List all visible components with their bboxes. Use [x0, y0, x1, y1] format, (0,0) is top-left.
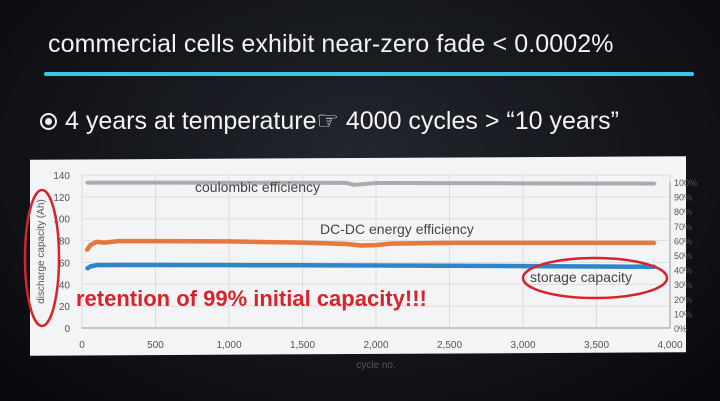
data-point [374, 264, 378, 267]
data-point [521, 182, 525, 185]
series-line-DC-DC-energy-efficiency [84, 238, 656, 252]
y2-tick-label: 30% [674, 280, 692, 290]
data-point [654, 241, 657, 245]
x-tick-label: 2,000 [363, 340, 388, 351]
x-tick-label: 2,500 [437, 340, 462, 351]
x-tick-label: 1,500 [290, 340, 315, 351]
data-point [85, 267, 88, 271]
y-tick-label: 60 [59, 258, 71, 269]
data-point [227, 263, 231, 267]
data-point [448, 181, 451, 185]
highlight-circle [521, 256, 669, 300]
data-point [595, 182, 598, 185]
data-point [301, 241, 304, 244]
data-point [374, 243, 378, 247]
x-axis-label: cycle no. [356, 360, 395, 371]
data-point [521, 264, 525, 268]
y2-tick-label: 80% [674, 207, 692, 217]
data-point [89, 265, 93, 268]
data-point [95, 263, 98, 267]
y-tick-label: 80 [59, 237, 71, 248]
x-tick-label: 3,500 [584, 340, 609, 351]
bullet-icon [40, 112, 57, 130]
series-label: DC-DC energy efficiency [320, 221, 474, 237]
data-point [117, 263, 120, 267]
bullet-item: 4 years at temperature☞ 4000 cycles > “1… [40, 106, 619, 136]
slide-title: commercial cells exhibit near-zero fade … [48, 30, 614, 58]
x-tick-label: 4,000 [657, 340, 682, 351]
data-point [301, 264, 304, 267]
y-tick-label: 20 [59, 302, 71, 313]
data-point [345, 181, 348, 185]
data-point [117, 181, 120, 184]
data-point [595, 241, 598, 245]
data-point [352, 183, 356, 187]
series-label: coulombic efficiency [195, 179, 320, 195]
data-point [448, 264, 451, 267]
y2-tick-label: 70% [674, 222, 692, 232]
data-point [154, 263, 157, 267]
y-tick-label: 100 [53, 215, 70, 226]
y-tick-label: 120 [53, 193, 70, 204]
data-point [154, 239, 157, 243]
data-point [654, 182, 657, 185]
x-tick-label: 3,000 [510, 340, 535, 351]
y-tick-label: 140 [53, 171, 70, 182]
y-tick-label: 40 [59, 280, 71, 291]
bullet-text: 4 years at temperature☞ 4000 cycles > “1… [65, 107, 619, 135]
data-point [117, 239, 120, 243]
y2-tick-label: 20% [674, 295, 692, 305]
x-tick-label: 1,000 [216, 340, 241, 351]
y2-tick-label: 50% [674, 251, 692, 261]
y2-tick-label: 10% [674, 309, 692, 319]
data-point [360, 244, 363, 247]
data-point [227, 240, 231, 243]
data-point [89, 243, 93, 246]
y-axis-label: discharge capacity (Ah) [36, 199, 47, 304]
data-point [448, 241, 451, 245]
data-point [595, 265, 598, 268]
x-tick-label: 500 [147, 340, 164, 351]
data-point [389, 242, 392, 245]
y2-tick-label: 100% [674, 178, 697, 188]
y2-tick-label: 0% [674, 324, 687, 334]
title-underline [44, 72, 694, 76]
data-point [227, 181, 231, 184]
data-point [301, 181, 304, 184]
series-label: storage capacity [530, 269, 632, 285]
data-point [521, 241, 525, 245]
data-point [102, 241, 106, 244]
x-tick-label: 0 [79, 340, 85, 351]
data-point [85, 181, 88, 184]
highlight-circle [23, 188, 61, 328]
y-tick-label: 0 [64, 324, 70, 335]
data-point [85, 249, 88, 252]
data-point [374, 181, 378, 185]
retention-annotation: retention of 99% initial capacity!!! [76, 286, 427, 311]
y2-tick-label: 90% [674, 193, 692, 203]
data-point [95, 181, 98, 184]
data-point [345, 242, 348, 246]
data-point [154, 181, 157, 184]
y2-tick-label: 60% [674, 236, 692, 246]
y2-tick-label: 40% [674, 266, 692, 276]
data-point [95, 240, 98, 244]
series-line-coulombic-efficiency [86, 180, 656, 187]
